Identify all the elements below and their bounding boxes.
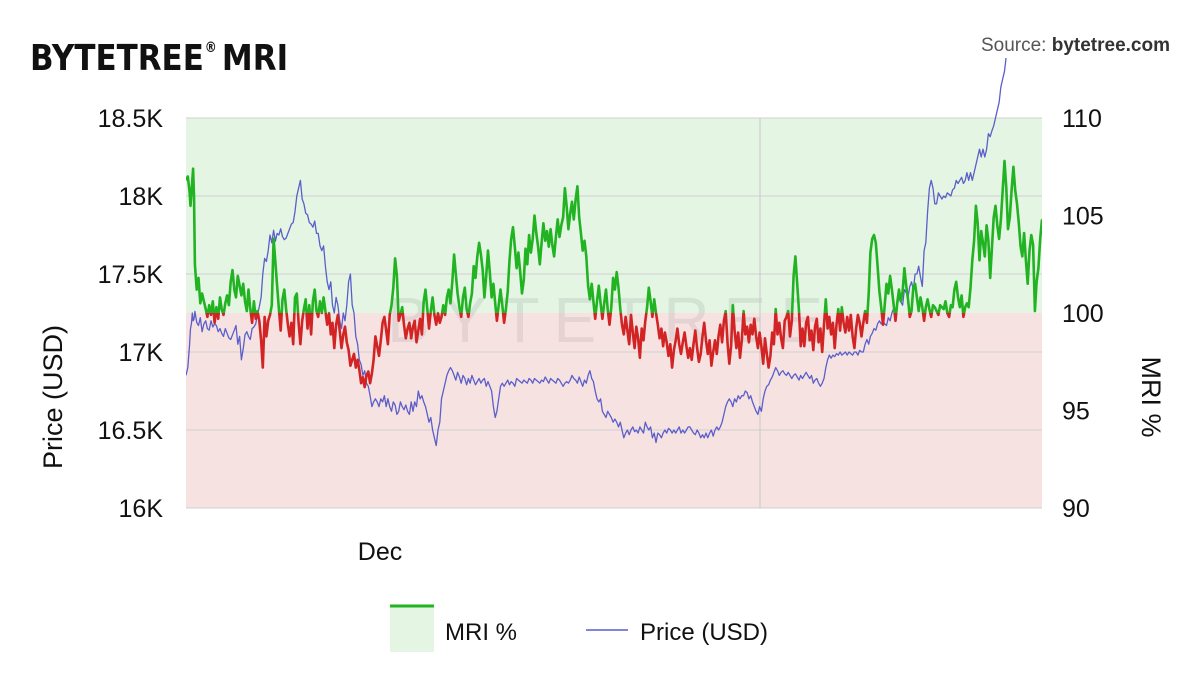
y-right-tick-label: 90 — [1062, 495, 1090, 523]
y-right-axis-title: MRI % — [1136, 357, 1166, 438]
mri-series-line-above — [186, 159, 1042, 313]
legend-mri-swatch — [390, 606, 434, 652]
y-left-tick-label: 18.5K — [98, 105, 164, 133]
y-right-tick-label: 105 — [1062, 203, 1104, 231]
mri-series-line-below — [205, 313, 966, 389]
legend-mri-label: MRI % — [445, 619, 517, 646]
brand-suffix: MRI — [221, 38, 289, 79]
legend: MRI % Price (USD) — [390, 604, 768, 652]
gridlines — [186, 117, 1042, 509]
y-left-axis-title: Price (USD) — [38, 325, 68, 469]
series-layer — [186, 58, 1042, 447]
brand-name: BYTETREE — [30, 38, 204, 79]
legend-price-label: Price (USD) — [640, 619, 768, 646]
x-tick-label: Dec — [358, 538, 402, 566]
source-label: Source: — [980, 35, 1047, 56]
y-left-tick-label: 18K — [119, 183, 164, 211]
y-right-tick-label: 95 — [1062, 398, 1090, 426]
source-note: Source: bytetree.com — [981, 35, 1170, 57]
registered-mark: ® — [204, 40, 217, 56]
axes: 18.5K 18K 17.5K 17K 16.5K 16K 110 105 100 95 90 Dec… — [38, 105, 1166, 566]
brand-logo: BYTETREE® MRI — [30, 38, 288, 79]
legend-item-mri[interactable]: MRI % — [390, 604, 517, 652]
y-right-tick-label: 100 — [1062, 300, 1104, 328]
y-left-tick-label: 17K — [119, 339, 164, 367]
band-below-threshold — [186, 313, 1042, 508]
legend-item-price[interactable]: Price (USD) — [586, 619, 768, 646]
y-right-tick-label: 110 — [1062, 105, 1102, 133]
y-left-tick-label: 16.5K — [98, 417, 164, 445]
source-site: bytetree.com — [1051, 35, 1170, 56]
y-left-tick-label: 17.5K — [98, 261, 164, 289]
y-left-tick-label: 16K — [119, 495, 164, 523]
